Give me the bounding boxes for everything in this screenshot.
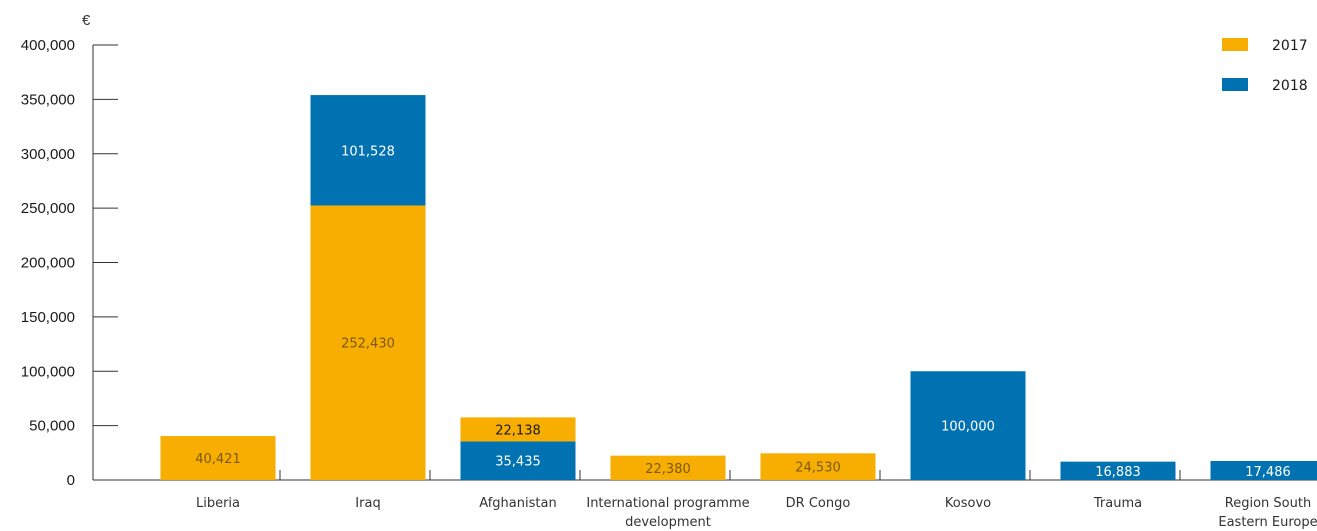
bar-segment-2017 — [460, 417, 576, 442]
bar-segment-2018 — [1210, 460, 1317, 480]
data-label: 16,883 — [1095, 465, 1141, 480]
x-category-label: Iraq — [355, 496, 380, 511]
y-tick-label: 400,000 — [21, 37, 75, 54]
x-category-label: DR Congo — [786, 496, 851, 511]
chart-legend: 2017 2018 — [1222, 38, 1308, 94]
x-category-label: Region South — [1225, 496, 1311, 511]
x-category-label: Afghanistan — [479, 496, 556, 511]
y-tick-label: 200,000 — [21, 255, 75, 272]
data-label: 101,528 — [341, 144, 395, 159]
data-label: 35,435 — [495, 455, 541, 470]
bar-segment-2018 — [1060, 461, 1176, 480]
chart-bars: 40,421 252,430 101,528 35,435 22,138 22,380 24… — [160, 95, 1317, 481]
y-tick-label: 0 — [67, 472, 75, 489]
x-category-label: International programme — [586, 496, 749, 511]
x-category-label: Liberia — [196, 496, 240, 511]
data-label: 252,430 — [341, 337, 395, 352]
legend-label: 2017 — [1272, 38, 1308, 54]
category-labels: Liberia Iraq Afghanistan International prog… — [196, 496, 1317, 530]
y-tick-label: 300,000 — [21, 146, 75, 163]
data-label: 24,530 — [795, 461, 841, 476]
x-category-label: Trauma — [1093, 496, 1142, 511]
legend-swatch-2017 — [1222, 38, 1248, 51]
y-tick-label: 50,000 — [29, 418, 75, 435]
x-category-label: development — [625, 515, 711, 530]
bar-segment-2018 — [310, 95, 426, 206]
bar-segment-2018 — [460, 441, 576, 480]
x-category-label: Kosovo — [945, 496, 991, 511]
bar-segment-2018 — [910, 371, 1026, 480]
y-tick-label: 100,000 — [21, 363, 75, 380]
legend-swatch-2018 — [1222, 78, 1248, 91]
bar-segment-2017 — [610, 455, 726, 480]
y-axis-unit-label: € — [82, 12, 91, 29]
y-tick-label: 150,000 — [21, 309, 75, 326]
data-label: 22,138 — [495, 423, 541, 438]
chart-axes: 0 50,000 100,000 150,000 200,000 250,000 300,0… — [21, 37, 1317, 489]
data-label: 17,486 — [1245, 465, 1291, 480]
data-label: 100,000 — [941, 420, 995, 435]
data-label: 40,421 — [195, 452, 241, 467]
bar-segment-2017 — [760, 453, 876, 480]
legend-label: 2018 — [1272, 78, 1308, 94]
bar-segment-2017 — [310, 205, 426, 481]
data-label: 22,380 — [645, 462, 691, 477]
x-category-label: Eastern Europe — [1218, 515, 1317, 530]
bar-segment-2017 — [160, 436, 276, 480]
y-tick-label: 350,000 — [21, 91, 75, 108]
y-tick-label: 250,000 — [21, 200, 75, 217]
